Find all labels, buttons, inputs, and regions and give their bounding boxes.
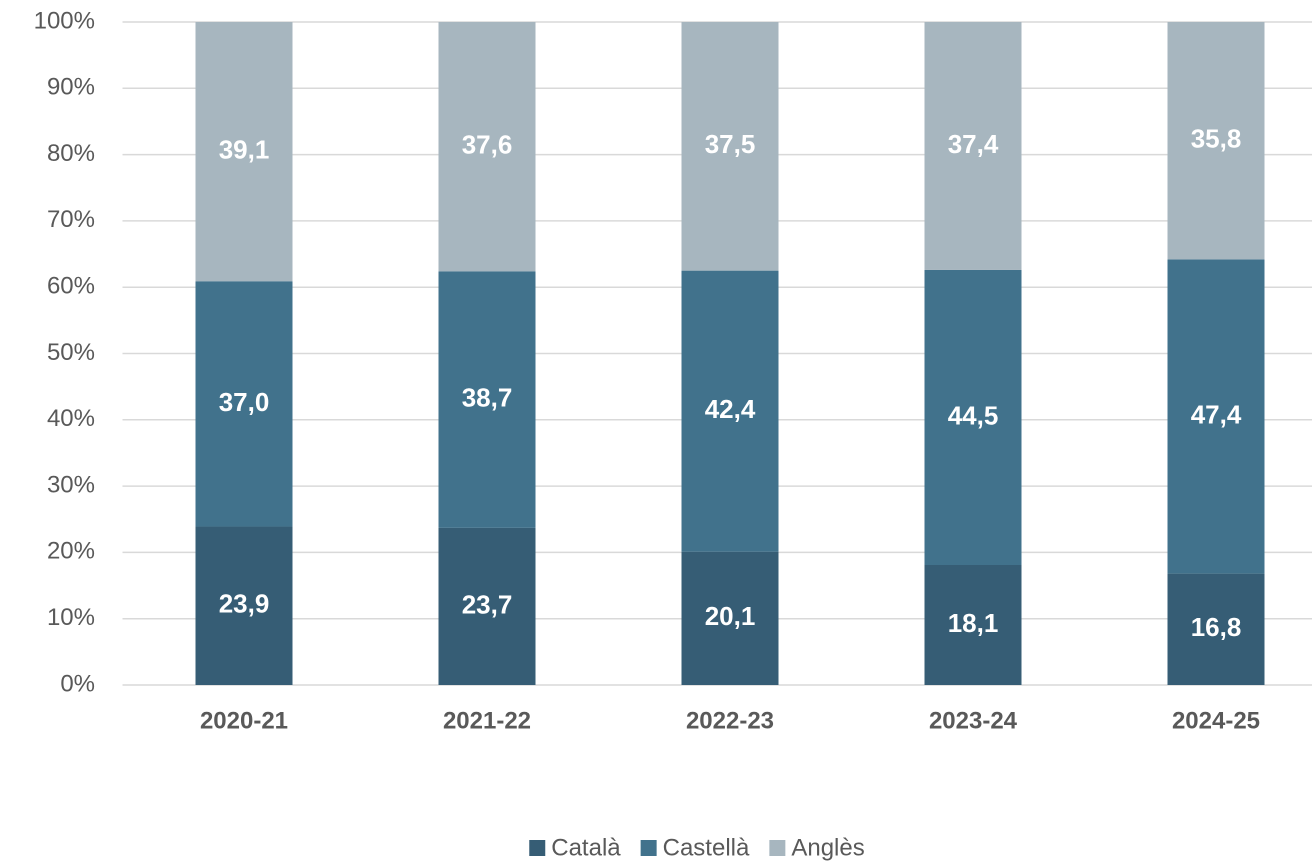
data-label: 23,9 [219,589,270,619]
x-tick-label: 2024-25 [1172,707,1260,734]
x-tick-label: 2020-21 [200,707,288,734]
data-label: 37,6 [462,130,513,160]
x-tick-label: 2022-23 [686,707,774,734]
y-tick-label: 30% [47,471,95,498]
legend-swatch [640,840,657,856]
y-tick-label: 70% [47,206,95,233]
data-label: 35,8 [1191,124,1242,154]
legend-label: Castellà [663,834,750,861]
bar-segment [438,527,536,685]
data-label: 44,5 [948,400,999,430]
data-label: 39,1 [219,134,270,164]
data-label: 18,1 [948,608,999,638]
y-tick-label: 80% [47,140,95,167]
y-tick-label: 50% [47,339,95,366]
bar-segment [438,22,536,272]
x-tick-label: 2021-22 [443,707,531,734]
bar-segment [1167,259,1265,574]
bar-segment [681,270,779,552]
x-tick-label: 2023-24 [929,707,1018,734]
bar-segment [195,281,293,527]
y-tick-label: 10% [47,604,95,631]
bar-segment [195,526,293,685]
bar-segment [924,22,1022,270]
data-label: 16,8 [1191,612,1242,642]
legend-label: Anglès [791,834,864,861]
data-label: 37,4 [948,129,999,159]
y-tick-label: 0% [60,670,95,697]
bar-segment [195,22,293,282]
bar-segment [924,564,1022,685]
bar-segment [681,22,779,271]
data-label: 23,7 [462,589,513,619]
data-label: 42,4 [705,394,756,424]
bar-segment [438,271,536,528]
legend-swatch [529,840,546,856]
y-tick-label: 60% [47,273,95,300]
bar-segment [924,269,1022,565]
bar-segment [1167,573,1265,685]
y-tick-label: 40% [47,405,95,432]
y-tick-label: 100% [34,7,95,34]
data-label: 38,7 [462,382,513,412]
data-label: 37,5 [705,129,756,159]
legend-label: Català [551,834,621,861]
data-label: 20,1 [705,601,756,631]
y-tick-label: 90% [47,74,95,101]
legend-swatch [769,840,786,856]
data-label: 37,0 [219,387,270,417]
bar-segment [681,551,779,685]
bar-segment [1167,22,1265,260]
data-label: 47,4 [1191,399,1242,429]
y-tick-label: 20% [47,538,95,565]
